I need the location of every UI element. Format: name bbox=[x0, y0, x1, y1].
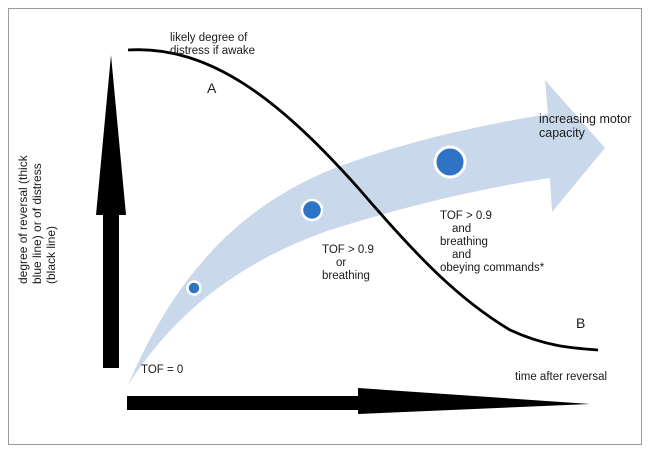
tof-and-breathing-label: TOF > 0.9 and breathing and obeying comm… bbox=[440, 210, 544, 275]
tof-and-line-4: and bbox=[452, 249, 472, 261]
motor-capacity-line-1: increasing motor bbox=[539, 112, 632, 126]
tof-and-line-2: and bbox=[452, 223, 472, 235]
point-b-label: B bbox=[576, 315, 586, 331]
distress-label-line-2: distress if awake bbox=[170, 45, 256, 57]
distress-label-line-1: likely degree of bbox=[170, 32, 248, 44]
y-axis-line-1: degree of reversal (thick bbox=[16, 155, 30, 284]
tof-or-line-1: TOF > 0.9 bbox=[322, 244, 374, 256]
tof-and-line-5: obeying commands* bbox=[440, 262, 545, 274]
motor-capacity-band bbox=[128, 80, 605, 385]
y-axis-label: degree of reversal (thick blue line) or … bbox=[16, 155, 58, 284]
point-a-label: A bbox=[207, 80, 217, 96]
tof-or-breathing-label: TOF > 0.9 or breathing bbox=[322, 244, 374, 283]
distress-curve bbox=[127, 48, 599, 352]
tof-or-line-3: breathing bbox=[322, 270, 370, 282]
tof-and-line-3: breathing bbox=[440, 236, 488, 248]
tof-and-line-1: TOF > 0.9 bbox=[440, 210, 492, 222]
motor-capacity-label: increasing motor capacity bbox=[539, 112, 631, 140]
tof-zero-dot bbox=[186, 280, 202, 296]
tof-or-breathing-dot bbox=[300, 198, 324, 222]
distress-label: likely degree of distress if awake bbox=[170, 32, 255, 58]
y-axis-line-3: (black line) bbox=[44, 225, 58, 284]
y-axis-line-2: blue line) or of distress bbox=[30, 163, 44, 284]
tof-zero-label: TOF = 0 bbox=[141, 364, 184, 376]
tof-and-breathing-dot bbox=[433, 145, 467, 179]
x-axis-label: time after reversal bbox=[515, 371, 608, 383]
tof-or-line-2: or bbox=[336, 257, 347, 269]
x-axis-arrow bbox=[127, 388, 590, 414]
y-axis-arrow bbox=[96, 55, 126, 368]
motor-capacity-line-2: capacity bbox=[539, 126, 585, 140]
